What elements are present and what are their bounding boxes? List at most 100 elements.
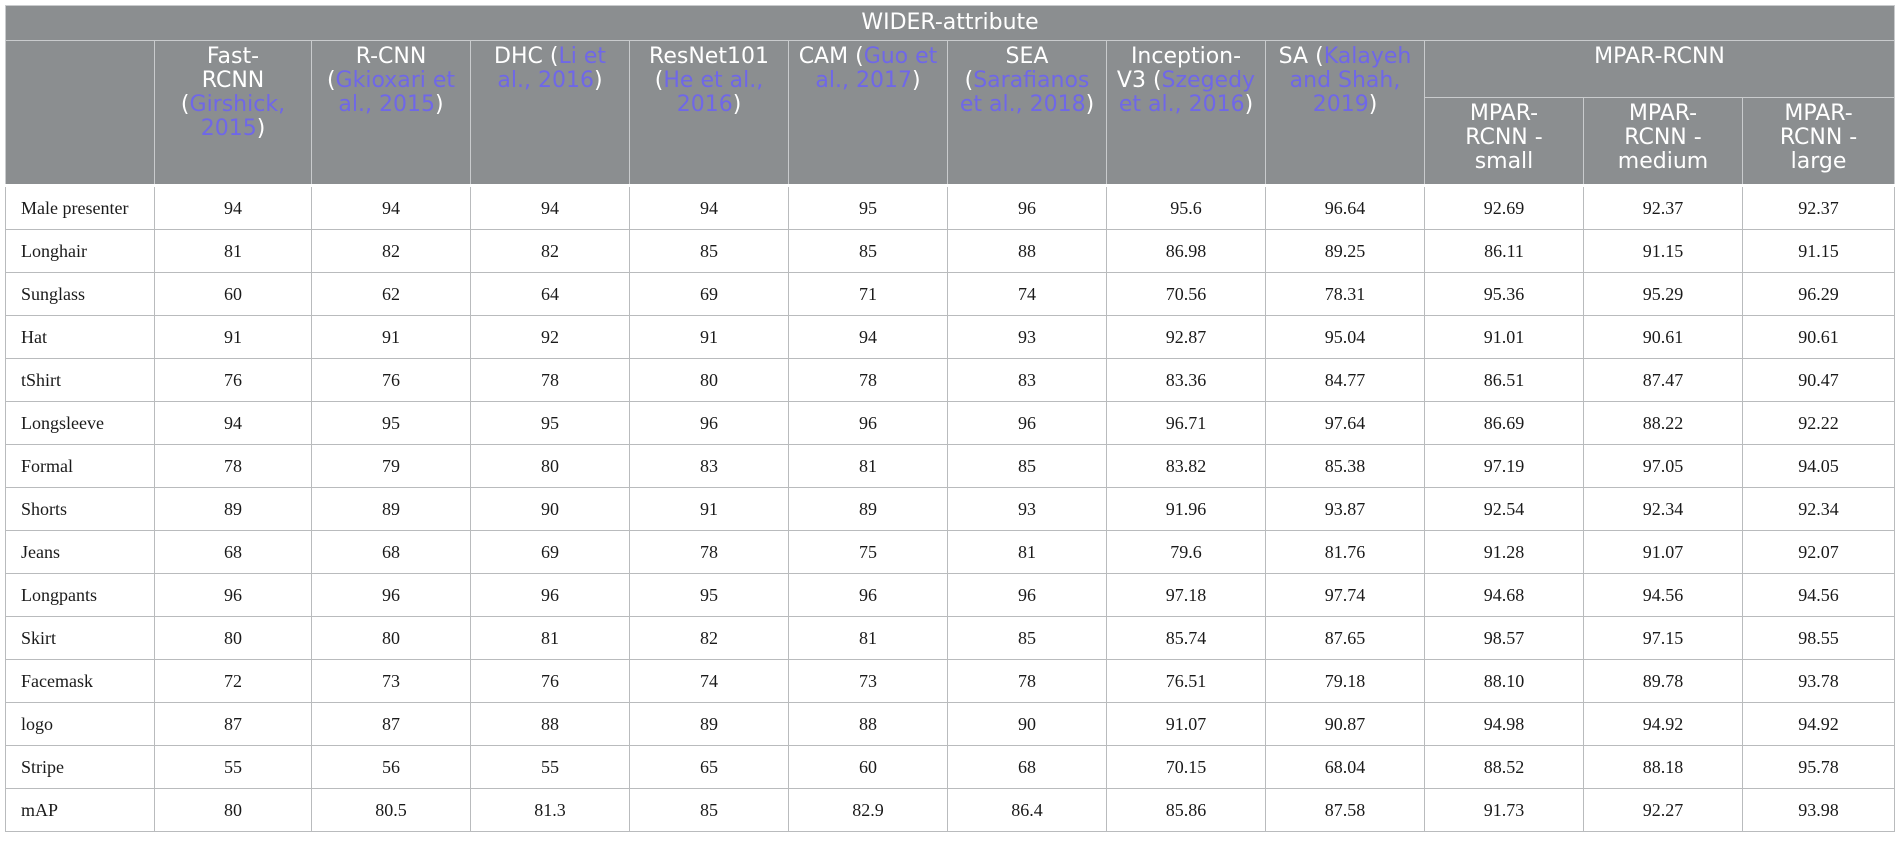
- table-cell: 89: [788, 487, 948, 531]
- table-row: Hat 91 91 92 91 94 93 92.87 95.04 91.01 90.61 90.61: [5, 315, 1896, 359]
- citation-link[interactable]: He et al., 2016: [663, 68, 764, 117]
- table-cell: 72: [154, 659, 312, 703]
- row-label: Stripe: [5, 745, 155, 789]
- paren-open: (: [964, 68, 974, 93]
- table-row: Jeans 68 68 69 78 75 81 79.6 81.76 91.28 91.07 92.0…: [5, 530, 1896, 574]
- table-cell: 78: [629, 530, 789, 574]
- table-cell: 56: [311, 745, 471, 789]
- table-cell: 85: [947, 616, 1107, 660]
- table-cell: 94.56: [1741, 573, 1896, 617]
- column-name: R-CNN: [355, 44, 427, 69]
- table-cell: 91.73: [1424, 788, 1584, 832]
- table-cell: 88.52: [1424, 745, 1584, 789]
- table-cell: 85.38: [1265, 444, 1425, 488]
- paren-close: ): [434, 92, 444, 117]
- table-cell: 76: [311, 358, 471, 402]
- table-cell: 88.18: [1583, 745, 1743, 789]
- table-cell: 89: [629, 702, 789, 746]
- table-cell: 78: [788, 358, 948, 402]
- table-cell: 92.37: [1583, 184, 1743, 230]
- citation-link[interactable]: Kalayeh and Shah, 2019: [1289, 44, 1412, 117]
- table-cell: 88.22: [1583, 401, 1743, 445]
- table-row: mAP 80 80.5 81.3 85 82.9 86.4 85.86 87.58 91.73 92…: [5, 788, 1896, 832]
- table-cell: 89.25: [1265, 229, 1425, 273]
- table-cell: 95.6: [1106, 184, 1266, 230]
- table-cell: 94.92: [1583, 702, 1743, 746]
- table-cell: 93.98: [1741, 788, 1896, 832]
- table-cell: 64: [470, 272, 630, 316]
- column-name: CAM: [798, 44, 849, 69]
- table-cell: 79.18: [1265, 659, 1425, 703]
- table-cell: 74: [629, 659, 789, 703]
- table-cell: 95: [311, 401, 471, 445]
- table-cell: 97.64: [1265, 401, 1425, 445]
- table-cell: 73: [788, 659, 948, 703]
- citation-link[interactable]: Li et al., 2016: [497, 44, 606, 93]
- row-label: Jeans: [5, 530, 155, 574]
- table-cell: 91.07: [1583, 530, 1743, 574]
- table-cell: 97.19: [1424, 444, 1584, 488]
- table-cell: 68: [947, 745, 1107, 789]
- citation-link[interactable]: Girshick, 2015: [189, 92, 286, 141]
- paren-close: ): [911, 68, 921, 93]
- table-cell: 87: [154, 702, 312, 746]
- table-cell: 96.71: [1106, 401, 1266, 445]
- table-cell: 98.57: [1424, 616, 1584, 660]
- column-header: Fast- RCNN (Girshick, 2015): [154, 40, 312, 186]
- citation-link[interactable]: Guo et al., 2017: [815, 44, 938, 93]
- table-cell: 93: [947, 487, 1107, 531]
- table-cell: 82: [629, 616, 789, 660]
- table-cell: 97.15: [1583, 616, 1743, 660]
- table-cell: 96.29: [1741, 272, 1896, 316]
- paren-open: (: [326, 68, 336, 93]
- table-cell: 80: [470, 444, 630, 488]
- table-cell: 94.56: [1583, 573, 1743, 617]
- table-cell: 82.9: [788, 788, 948, 832]
- table-cell: 85: [788, 229, 948, 273]
- table-cell: 94: [470, 184, 630, 230]
- table-cell: 87.65: [1265, 616, 1425, 660]
- citation-link[interactable]: Sarafianos et al., 2018: [959, 68, 1090, 117]
- table-cell: 95.36: [1424, 272, 1584, 316]
- table-cell: 93.78: [1741, 659, 1896, 703]
- table-cell: 96: [947, 184, 1107, 230]
- table-cell: 94.68: [1424, 573, 1584, 617]
- group-header: MPAR-RCNN: [1423, 40, 1896, 98]
- table-cell: 95: [788, 184, 948, 230]
- table-cell: 95: [470, 401, 630, 445]
- table-cell: 79: [311, 444, 471, 488]
- table-cell: 96: [788, 401, 948, 445]
- table-cell: 78: [947, 659, 1107, 703]
- table-cell: 68.04: [1265, 745, 1425, 789]
- table-cell: 79.6: [1106, 530, 1266, 574]
- table-cell: 55: [470, 745, 630, 789]
- table-cell: 94: [788, 315, 948, 359]
- table-cell: 80: [154, 616, 312, 660]
- table-cell: 96: [311, 573, 471, 617]
- table-cell: 91.15: [1741, 229, 1896, 273]
- paren-close: ): [1368, 92, 1378, 117]
- table-cell: 95.78: [1741, 745, 1896, 789]
- table-cell: 84.77: [1265, 358, 1425, 402]
- column-name: Fast- RCNN: [201, 44, 265, 93]
- table-cell: 95.04: [1265, 315, 1425, 359]
- column-name: Inception- V3: [1116, 44, 1242, 93]
- table-cell: 94: [154, 401, 312, 445]
- paren-close: ): [593, 68, 603, 93]
- table-cell: 76: [154, 358, 312, 402]
- table-cell: 98.55: [1741, 616, 1896, 660]
- table-cell: 62: [311, 272, 471, 316]
- table-cell: 85: [629, 229, 789, 273]
- citation-link[interactable]: Szegedy et al., 2016: [1118, 68, 1256, 117]
- paren-close: ): [256, 116, 266, 141]
- table-cell: 92.34: [1741, 487, 1896, 531]
- table-cell: 91: [629, 315, 789, 359]
- table-cell: 89.78: [1583, 659, 1743, 703]
- citation-link[interactable]: Gkioxari et al., 2015: [335, 68, 456, 117]
- table-title: WIDER-attribute: [4, 5, 1896, 41]
- table-cell: 93: [947, 315, 1107, 359]
- table-cell: 82: [470, 229, 630, 273]
- column-name: DHC: [494, 44, 543, 69]
- table-cell: 86.98: [1106, 229, 1266, 273]
- table-cell: 92.22: [1741, 401, 1896, 445]
